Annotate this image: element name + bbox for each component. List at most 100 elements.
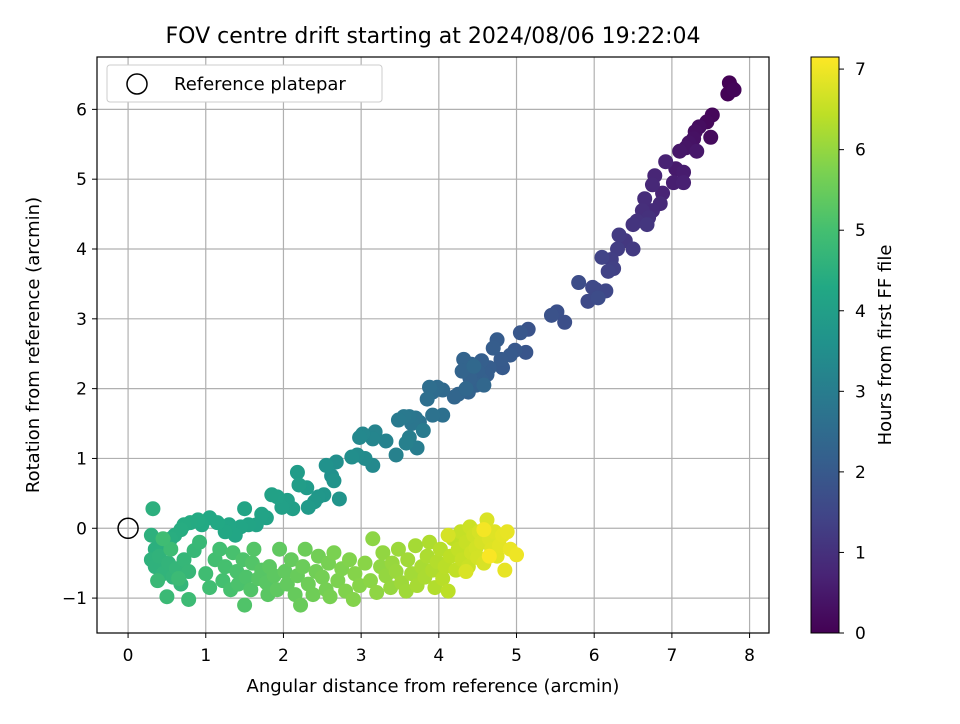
data-point xyxy=(365,531,381,547)
data-point xyxy=(594,249,610,265)
colorbar-tick-label: 0 xyxy=(855,624,866,644)
plot-area-frame xyxy=(96,56,770,634)
data-point xyxy=(331,491,347,507)
y-tick-label: 4 xyxy=(76,240,87,260)
data-point xyxy=(318,457,334,473)
data-point xyxy=(237,597,253,613)
data-point xyxy=(212,541,228,557)
y-tick-label: 6 xyxy=(76,100,87,120)
data-point xyxy=(217,559,233,575)
data-point xyxy=(440,583,456,599)
data-point xyxy=(155,531,171,547)
data-point xyxy=(279,576,295,592)
data-point xyxy=(375,545,391,561)
data-point xyxy=(330,573,346,589)
x-tick-label: 6 xyxy=(589,646,600,666)
data-point xyxy=(192,534,208,550)
data-point xyxy=(143,527,159,543)
y-axis-ticks: −1 0 1 2 3 4 5 6 xyxy=(62,100,97,609)
data-point xyxy=(600,263,616,279)
data-point xyxy=(458,381,474,397)
data-point xyxy=(571,275,587,291)
y-axis-label: Rotation from reference (arcmin) xyxy=(23,197,44,493)
data-point xyxy=(458,564,474,580)
data-point xyxy=(326,473,342,489)
colorbar-tick-label: 3 xyxy=(855,382,866,402)
data-point xyxy=(246,541,262,557)
data-point xyxy=(345,591,361,607)
data-point xyxy=(485,340,501,356)
data-point xyxy=(689,143,705,159)
data-point xyxy=(476,377,492,393)
data-point xyxy=(639,217,655,233)
data-point xyxy=(446,389,462,405)
data-point xyxy=(171,571,187,587)
colorbar-gradient xyxy=(810,56,840,634)
data-point xyxy=(198,566,214,582)
data-point xyxy=(352,430,368,446)
data-point xyxy=(277,564,293,580)
data-point xyxy=(390,412,406,428)
legend-box xyxy=(106,64,383,103)
data-point xyxy=(297,541,313,557)
data-point xyxy=(726,82,742,98)
data-point xyxy=(425,407,441,423)
legend-label-reference: Reference platepar xyxy=(174,74,346,95)
data-point xyxy=(408,538,424,554)
data-point xyxy=(369,585,385,601)
colorbar-label: Hours from first FF file xyxy=(875,245,896,446)
data-point xyxy=(390,541,406,557)
colorbar-tick-label: 1 xyxy=(855,543,866,563)
data-point xyxy=(341,552,357,568)
data-point xyxy=(388,447,404,463)
y-tick-label: 1 xyxy=(76,449,87,469)
data-point xyxy=(481,548,497,564)
data-point xyxy=(493,351,509,367)
data-point xyxy=(289,464,305,480)
x-tick-label: 8 xyxy=(744,646,755,666)
data-point xyxy=(398,435,414,451)
x-axis-label: Angular distance from reference (arcmin) xyxy=(247,676,620,697)
colorbar-tick-label: 4 xyxy=(855,302,866,322)
data-point xyxy=(440,527,456,543)
data-point xyxy=(454,363,470,379)
data-point xyxy=(202,580,218,596)
data-point xyxy=(557,314,573,330)
data-point xyxy=(347,566,363,582)
data-point xyxy=(295,559,311,575)
data-point xyxy=(238,569,254,585)
data-point xyxy=(237,501,253,517)
data-point xyxy=(422,534,438,550)
reference-platepar-marker xyxy=(117,517,139,540)
data-point xyxy=(272,541,288,557)
chart-title: FOV centre drift starting at 2024/08/06 … xyxy=(166,24,701,49)
colorbar-ticks: 0 1 2 3 4 5 6 7 xyxy=(839,60,866,644)
data-point xyxy=(176,552,192,568)
data-point xyxy=(243,582,259,598)
x-tick-label: 5 xyxy=(511,646,522,666)
data-point xyxy=(283,552,299,568)
colorbar-tick-label: 5 xyxy=(855,221,866,241)
data-point xyxy=(322,589,338,605)
data-point xyxy=(512,325,528,341)
data-point xyxy=(497,562,513,578)
y-tick-label: 5 xyxy=(76,170,87,190)
data-point xyxy=(637,191,653,207)
data-point xyxy=(305,587,321,603)
x-tick-label: 2 xyxy=(278,646,289,666)
data-point xyxy=(625,241,641,257)
data-point xyxy=(466,358,482,374)
y-tick-label: 3 xyxy=(76,310,87,330)
legend-marker-reference xyxy=(126,73,148,95)
data-point xyxy=(314,569,330,585)
data-point xyxy=(150,573,166,589)
legend: Reference platepar xyxy=(106,64,383,103)
colorbar-tick-label: 2 xyxy=(855,463,866,483)
data-point xyxy=(435,571,451,587)
data-point xyxy=(543,307,559,323)
data-point xyxy=(644,177,660,193)
data-point xyxy=(300,499,316,515)
y-tick-label: 2 xyxy=(76,380,87,400)
data-point xyxy=(611,227,627,243)
data-point xyxy=(590,290,606,306)
